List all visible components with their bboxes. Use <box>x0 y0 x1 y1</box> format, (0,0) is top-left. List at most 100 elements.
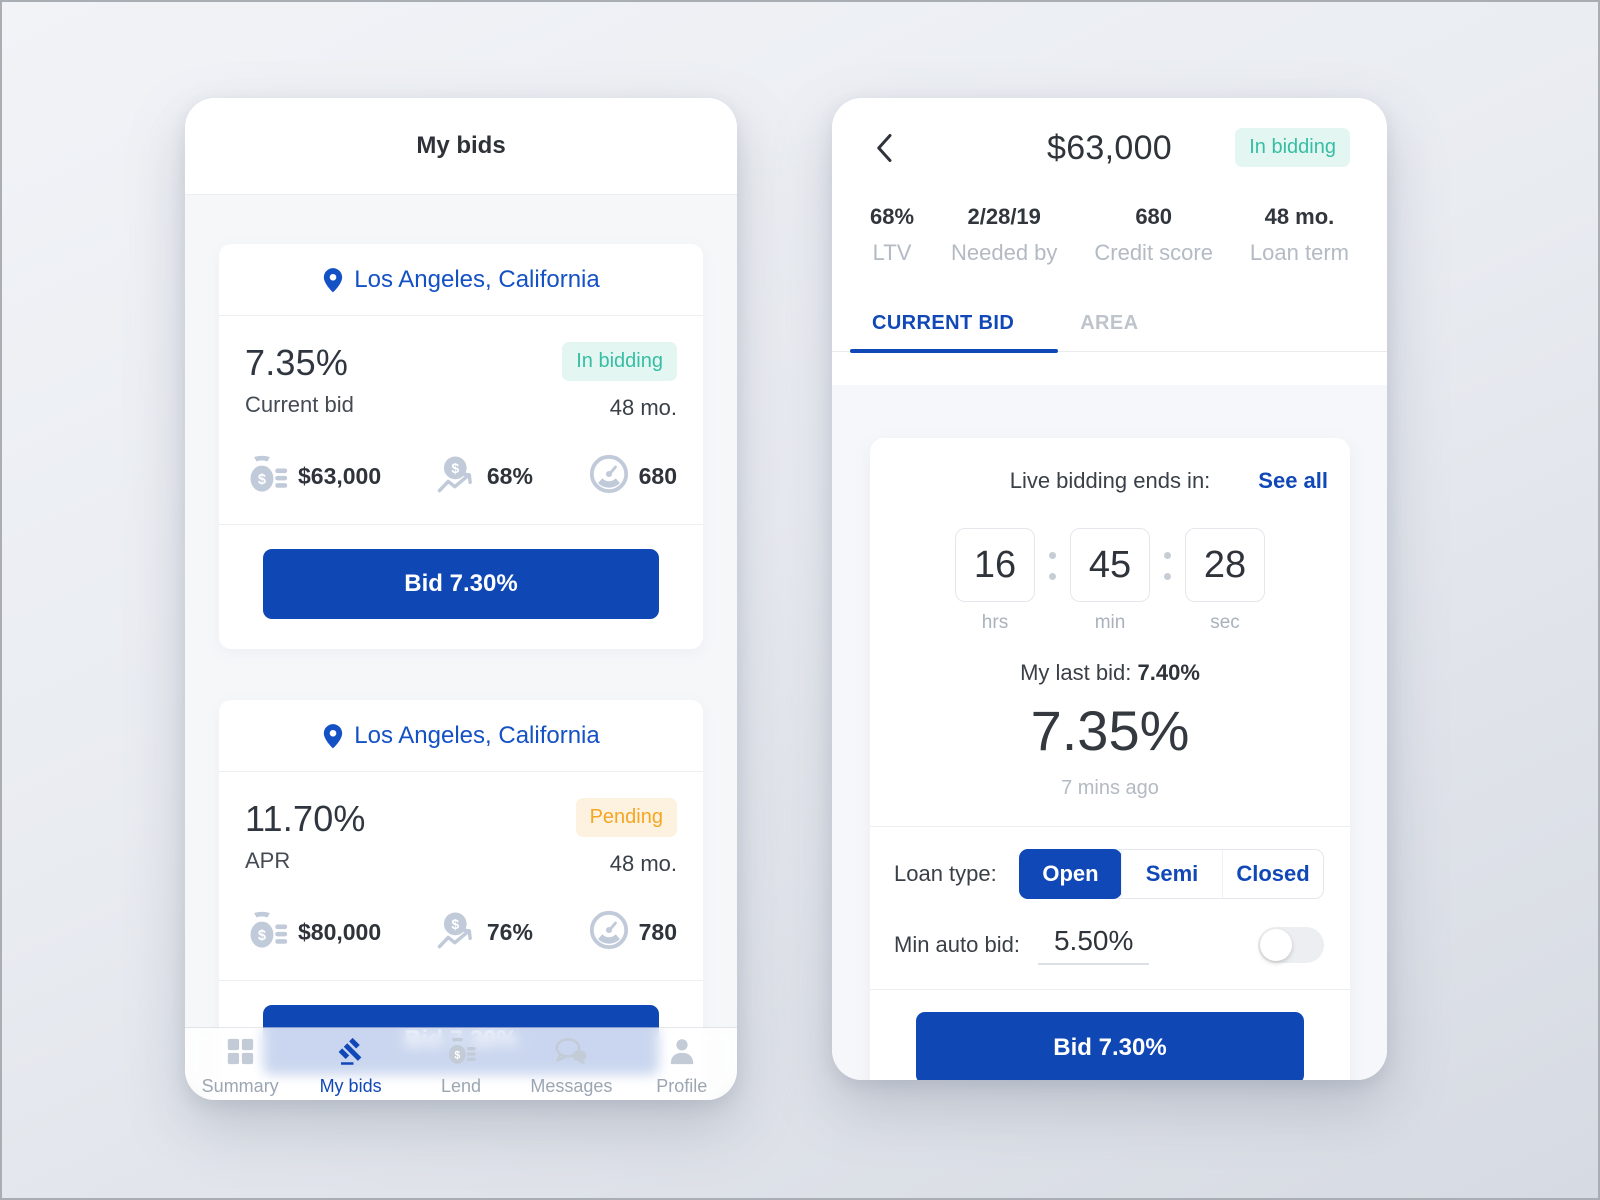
stat-label: Needed by <box>951 240 1058 265</box>
chat-icon <box>554 1036 588 1071</box>
money-bag-icon: $ <box>245 910 289 955</box>
toggle-knob <box>1260 929 1292 961</box>
active-tab-indicator <box>850 349 1058 353</box>
svg-text:$: $ <box>454 1049 460 1061</box>
loan-detail-screen: $63,000 In bidding 68% LTV 2/28/19 Neede… <box>832 98 1387 1080</box>
loan-amount: $80,000 <box>298 919 382 945</box>
bid-card: Los Angeles, California 7.35% Current bi… <box>219 244 703 649</box>
loan-type-semi[interactable]: Semi <box>1121 850 1222 898</box>
current-bid-panel: Live bidding ends in: See all 16 hrs 45 … <box>832 385 1387 1080</box>
rate-label: Current bid <box>245 392 354 417</box>
nav-label: My bids <box>319 1075 382 1096</box>
tab-area[interactable]: AREA <box>1080 312 1139 334</box>
nav-item-summary[interactable]: Summary <box>190 1032 290 1097</box>
stat-value: 48 mo. <box>1264 204 1335 229</box>
status-badge: In bidding <box>562 342 677 381</box>
current-rate: 7.35% <box>245 342 349 383</box>
countdown-timer: 16 hrs 45 min 28 sec <box>870 528 1350 634</box>
loan-type-segmented-control: Open Semi Closed <box>1019 849 1324 899</box>
loan-type-closed[interactable]: Closed <box>1222 850 1323 898</box>
nav-item-my-bids[interactable]: My bids <box>301 1032 401 1097</box>
page-title: My bids <box>416 132 506 159</box>
money-bag-icon: $ <box>445 1036 477 1071</box>
loan-amount: $63,000 <box>298 463 382 489</box>
my-last-bid: My last bid: 7.40% <box>870 660 1350 686</box>
stat-value: 680 <box>1135 204 1173 229</box>
gavel-icon <box>336 1036 366 1071</box>
loan-stats: 68% LTV 2/28/19 Needed by 680 Credit sco… <box>832 198 1387 266</box>
min-auto-bid-label: Min auto bid: <box>894 932 1020 957</box>
timer-value: 28 <box>1185 528 1265 602</box>
stat-credit-score: 680 Credit score <box>1094 204 1213 266</box>
bid-button[interactable]: Bid 7.30% <box>263 549 659 619</box>
amount-stat: $ $63,000 <box>245 454 381 499</box>
min-auto-bid-input[interactable]: 5.50% <box>1037 925 1150 965</box>
stat-label: Loan term <box>1249 240 1349 265</box>
bids-list: Los Angeles, California 7.35% Current bi… <box>185 195 737 1100</box>
nav-label: Summary <box>201 1075 279 1096</box>
tabs: CURRENT BID AREA <box>832 296 1387 353</box>
current-rate: 11.70% <box>245 798 366 839</box>
credit-score-value: 680 <box>638 463 677 489</box>
card-location-link[interactable]: Los Angeles, California <box>219 244 703 316</box>
svg-text:$: $ <box>451 460 459 476</box>
timer-colon <box>1049 552 1056 580</box>
divider <box>870 989 1350 990</box>
current-bid-rate: 7.35% <box>1030 699 1190 762</box>
credit-score-stat: 780 <box>588 909 677 956</box>
timer-hours: 16 hrs <box>955 528 1035 634</box>
timer-colon <box>1164 552 1171 580</box>
min-auto-bid-toggle[interactable] <box>1258 927 1324 963</box>
grid-icon <box>225 1036 255 1071</box>
money-bag-icon: $ <box>245 454 289 499</box>
coin-trend-icon: $ <box>436 454 478 499</box>
gauge-icon <box>588 909 630 956</box>
location-pin-icon <box>322 723 344 749</box>
stat-loan-term: 48 mo. Loan term <box>1250 204 1349 266</box>
bid-button[interactable]: Bid 7.30% <box>916 1012 1304 1080</box>
bidding-card: Live bidding ends in: See all 16 hrs 45 … <box>870 438 1350 1080</box>
divider <box>219 524 703 525</box>
timer-value: 45 <box>1070 528 1150 602</box>
bottom-nav: Summary My bids $ Lend Messages Profile <box>185 1028 737 1100</box>
nav-label: Lend <box>440 1075 481 1096</box>
rate-label: APR <box>245 848 291 873</box>
timer-minutes: 45 min <box>1070 528 1150 634</box>
stat-label: Credit score <box>1094 240 1213 265</box>
live-bidding-label: Live bidding ends in: <box>1009 468 1211 493</box>
status-badge: In bidding <box>1235 128 1350 167</box>
credit-score-stat: 680 <box>588 453 677 500</box>
ltv-value: 68% <box>486 463 533 489</box>
tab-current-bid[interactable]: CURRENT BID <box>872 312 1015 334</box>
timer-value: 16 <box>955 528 1035 602</box>
svg-text:$: $ <box>258 928 266 944</box>
gauge-icon <box>588 453 630 500</box>
divider <box>870 826 1350 827</box>
nav-item-profile[interactable]: Profile <box>632 1032 732 1097</box>
see-all-link[interactable]: See all <box>1258 468 1328 493</box>
back-button[interactable] <box>870 130 900 166</box>
person-icon <box>667 1036 697 1071</box>
timer-unit-label: sec <box>1210 612 1240 633</box>
stat-value: 68% <box>870 204 915 229</box>
nav-item-messages[interactable]: Messages <box>521 1032 621 1097</box>
header: My bids <box>185 98 737 195</box>
time-ago: 7 mins ago <box>1061 777 1159 799</box>
svg-text:$: $ <box>258 472 266 488</box>
loan-term: 48 mo. <box>609 851 677 876</box>
stat-ltv: 68% LTV <box>870 204 914 266</box>
ltv-stat: $ 76% <box>436 910 533 955</box>
stat-label: LTV <box>872 240 912 265</box>
loan-type-open[interactable]: Open <box>1019 849 1122 899</box>
ltv-stat: $ 68% <box>436 454 533 499</box>
loan-term: 48 mo. <box>609 395 677 420</box>
loan-amount-title: $63,000 <box>1046 128 1172 167</box>
amount-stat: $ $80,000 <box>245 910 381 955</box>
stat-needed-by: 2/28/19 Needed by <box>951 204 1057 266</box>
svg-text:$: $ <box>451 916 459 932</box>
location-text: Los Angeles, California <box>354 721 600 749</box>
nav-item-lend[interactable]: $ Lend <box>411 1032 511 1097</box>
timer-unit-label: min <box>1094 612 1126 633</box>
card-location-link[interactable]: Los Angeles, California <box>219 700 703 772</box>
timer-unit-label: hrs <box>981 612 1009 633</box>
